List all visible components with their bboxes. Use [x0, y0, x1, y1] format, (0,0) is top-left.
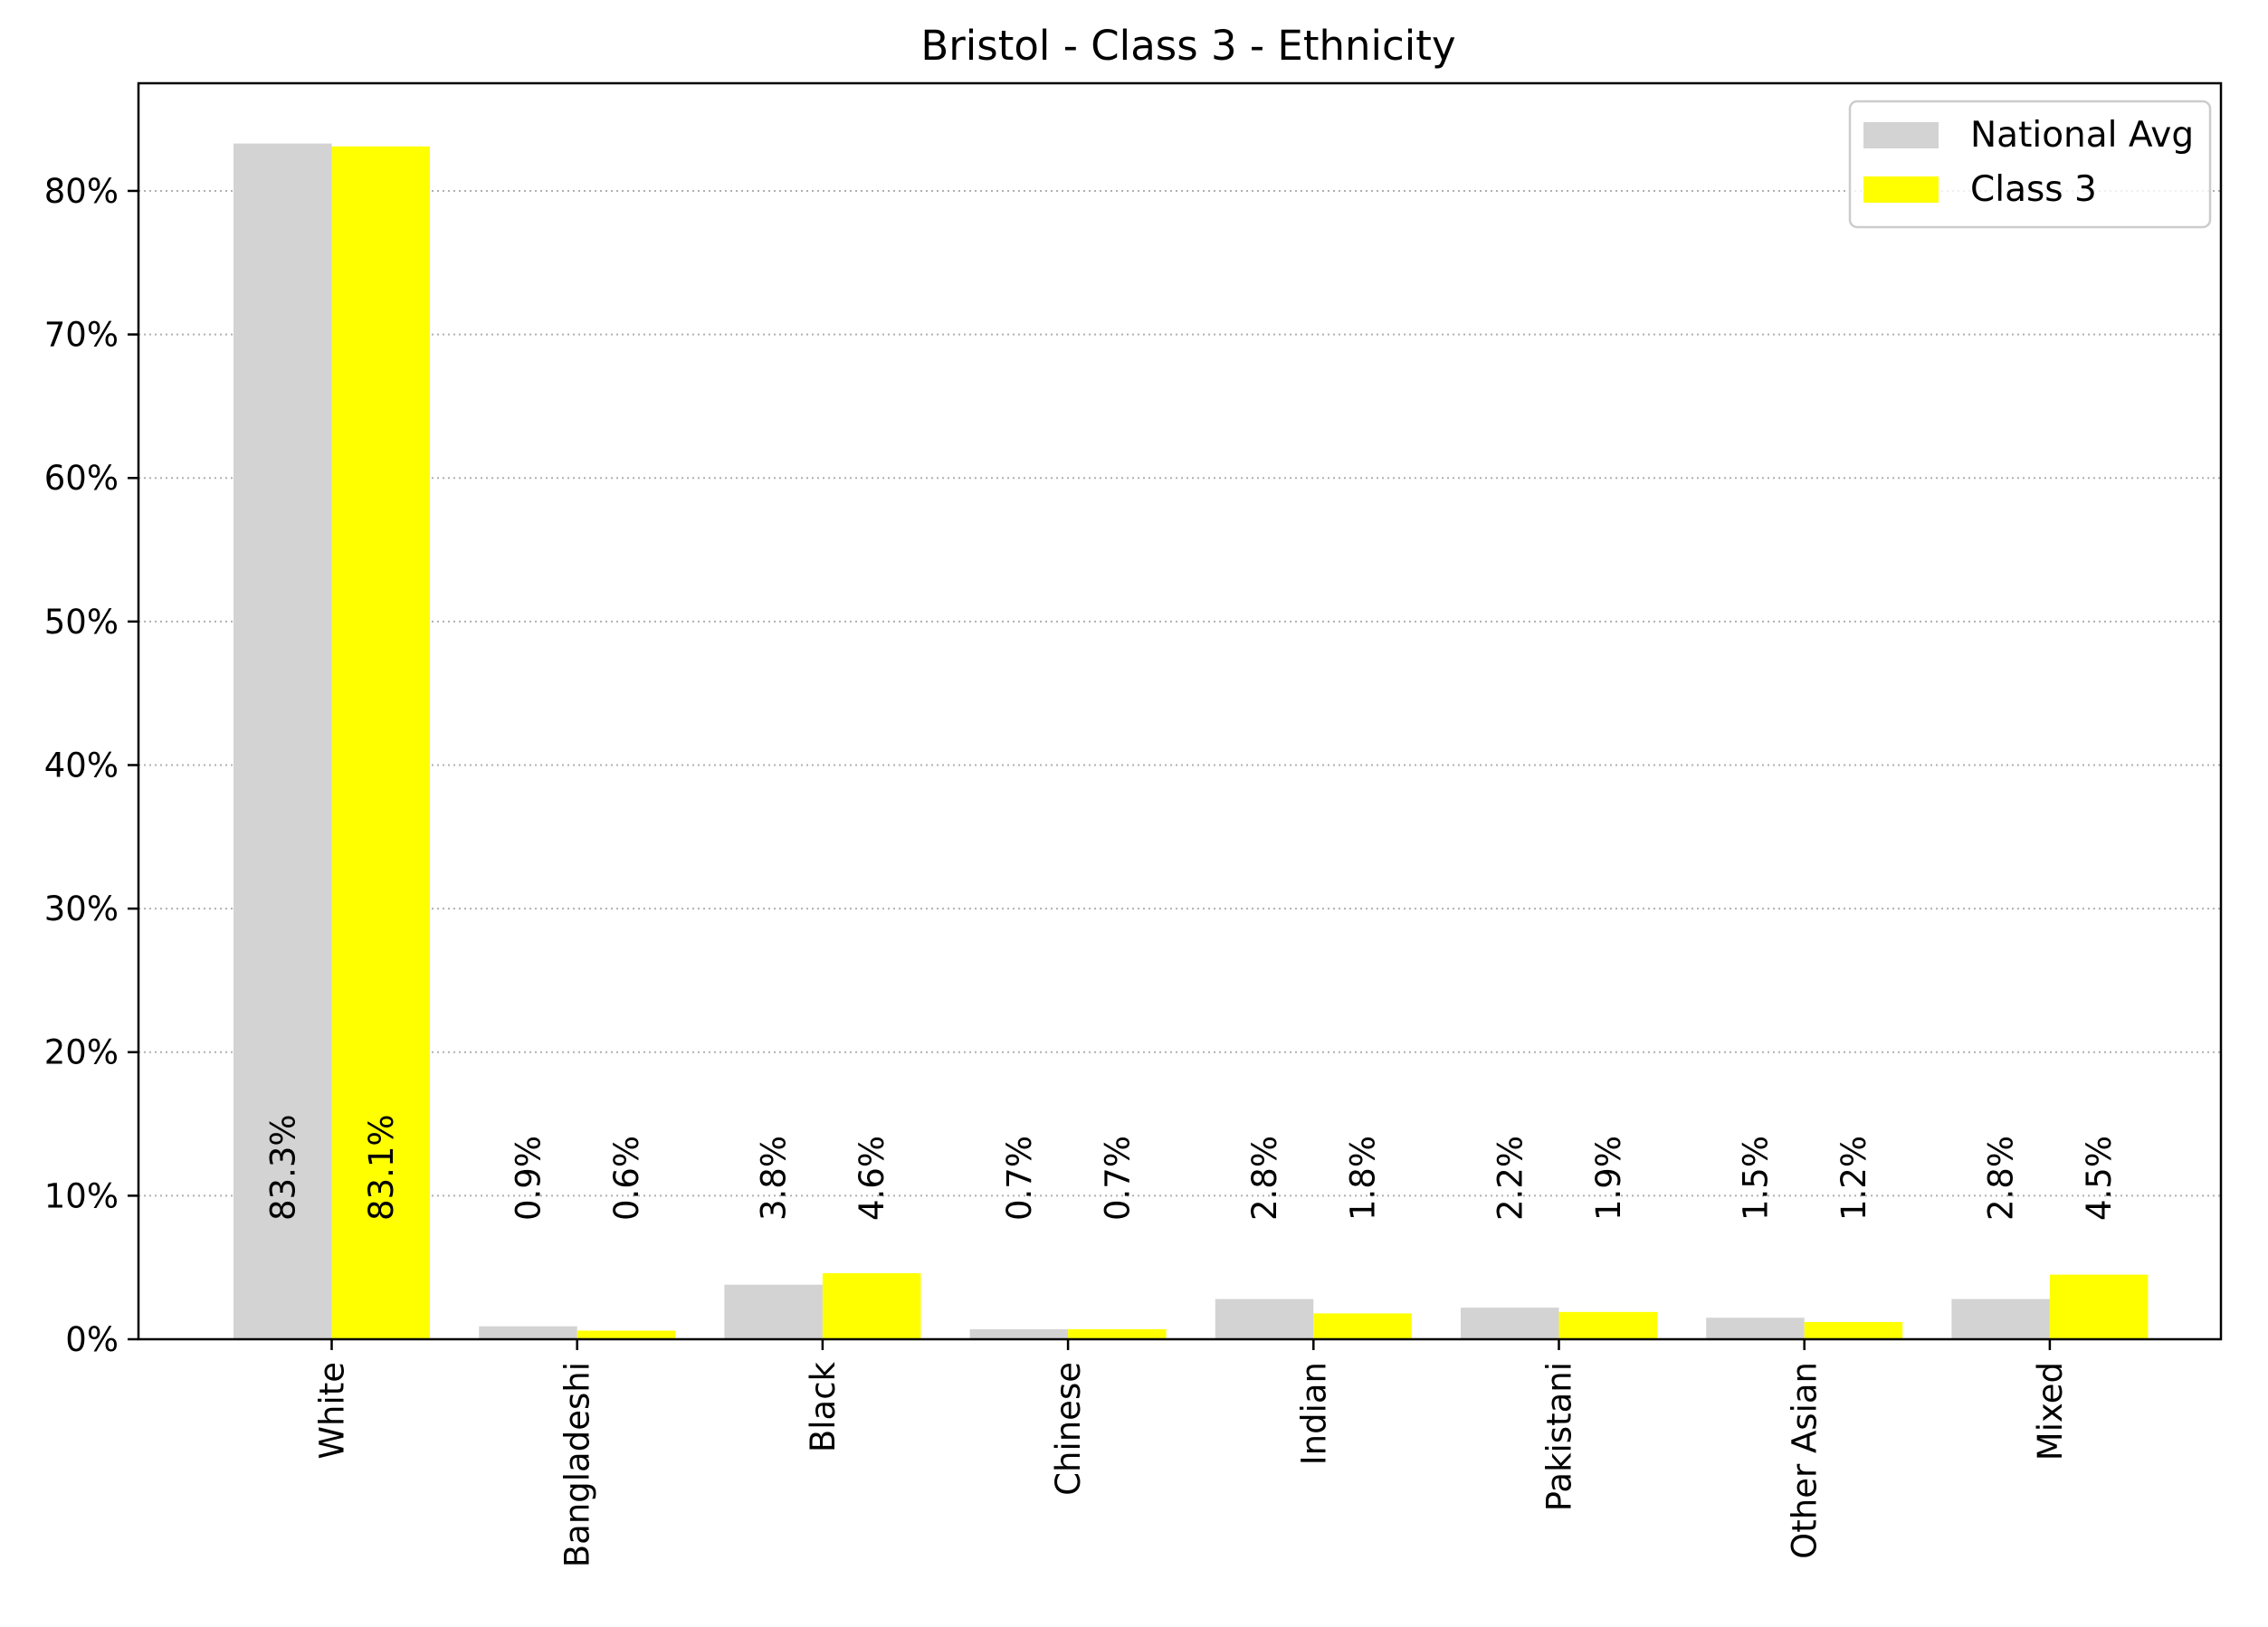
- x-axis: White Bangladeshi Black Chinese Indian Pakist…: [313, 1339, 2070, 1567]
- bar-national-avg-pakistani: [1461, 1308, 1559, 1339]
- bars: [233, 143, 2149, 1339]
- bar-national-avg-bangladeshi: [479, 1326, 577, 1339]
- bar-national-avg-white: [233, 143, 332, 1339]
- bar-class-3-indian: [1313, 1313, 1412, 1339]
- x-tick-label-chinese: Chinese: [1049, 1362, 1088, 1496]
- y-tick-label: 10%: [44, 1176, 119, 1215]
- bar-label-class-3-indian: 1.8%: [1344, 1136, 1383, 1221]
- x-tick-label-indian: Indian: [1294, 1362, 1333, 1465]
- bar-label-national-avg-indian: 2.8%: [1245, 1136, 1284, 1221]
- bar-class-3-bangladeshi: [577, 1330, 676, 1339]
- legend-frame: [1848, 100, 2212, 229]
- bar-national-avg-black: [724, 1284, 823, 1339]
- legend-swatch-national-avg: [1863, 122, 1939, 148]
- bar-label-national-avg-white: 83.3%: [263, 1114, 302, 1221]
- y-tick-label: 20%: [44, 1033, 119, 1072]
- bar-label-class-3-chinese: 0.7%: [1098, 1136, 1137, 1221]
- bar-class-3-pakistani: [1558, 1311, 1657, 1339]
- bar-label-national-avg-other-asian: 1.5%: [1736, 1136, 1775, 1221]
- bar-label-class-3-white: 83.1%: [362, 1114, 401, 1221]
- y-tick-label: 60%: [44, 459, 119, 498]
- legend-swatch-class-3: [1863, 176, 1939, 203]
- bar-label-national-avg-pakistani: 2.2%: [1491, 1136, 1529, 1221]
- x-tick-label-mixed: Mixed: [2031, 1362, 2070, 1460]
- bar-class-3-black: [822, 1273, 921, 1339]
- bar-national-avg-indian: [1215, 1299, 1314, 1339]
- chart-title: Bristol - Class 3 - Ethnicity: [920, 22, 1455, 70]
- bar-label-class-3-pakistani: 1.9%: [1589, 1136, 1628, 1221]
- x-tick-label-bangladeshi: Bangladeshi: [558, 1362, 597, 1567]
- bar-class-3-white: [331, 146, 430, 1339]
- bar-national-avg-other-asian: [1706, 1318, 1805, 1339]
- x-tick-label-other-asian: Other Asian: [1786, 1362, 1825, 1559]
- bar-national-avg-chinese: [969, 1328, 1069, 1339]
- bar-label-national-avg-chinese: 0.7%: [1000, 1136, 1039, 1221]
- y-tick-label: 50%: [44, 603, 119, 642]
- bar-label-national-avg-bangladeshi: 0.9%: [509, 1136, 548, 1221]
- y-tick-label: 80%: [44, 172, 119, 211]
- x-tick-label-black: Black: [804, 1361, 843, 1452]
- y-tick-label: 40%: [44, 746, 119, 785]
- legend: National Avg Class 3: [1848, 100, 2212, 229]
- bar-label-national-avg-black: 3.8%: [755, 1136, 794, 1221]
- grid-lines: [138, 189, 2221, 1197]
- y-axis: 0% 10% 20% 30% 40% 50% 60% 70% 80%: [44, 172, 138, 1359]
- bar-national-avg-mixed: [1951, 1299, 2050, 1339]
- legend-label-class-3: Class 3: [1970, 169, 2097, 210]
- bar-label-class-3-mixed: 4.5%: [2080, 1136, 2119, 1221]
- y-tick-label: 70%: [44, 316, 119, 355]
- x-tick-label-white: White: [313, 1362, 352, 1460]
- bar-label-class-3-bangladeshi: 0.6%: [607, 1136, 646, 1221]
- bar-class-3-other-asian: [1804, 1321, 1903, 1339]
- bar-labels: 83.3% 83.1% 0.9% 0.6% 3.8% 4.6% 0.7% 0.7% 2.8% 1.…: [263, 1114, 2119, 1221]
- x-tick-label-pakistani: Pakistani: [1540, 1362, 1579, 1511]
- bar-class-3-mixed: [2049, 1274, 2149, 1339]
- y-tick-label: 0%: [65, 1320, 119, 1359]
- y-tick-label: 30%: [44, 890, 119, 928]
- legend-label-national-avg: National Avg: [1970, 115, 2194, 156]
- plot-frame: [137, 81, 2223, 1341]
- bar-label-class-3-black: 4.6%: [853, 1136, 891, 1221]
- bar-label-class-3-other-asian: 1.2%: [1834, 1136, 1873, 1221]
- bar-class-3-chinese: [1068, 1328, 1167, 1339]
- bar-label-national-avg-mixed: 2.8%: [1982, 1136, 2021, 1221]
